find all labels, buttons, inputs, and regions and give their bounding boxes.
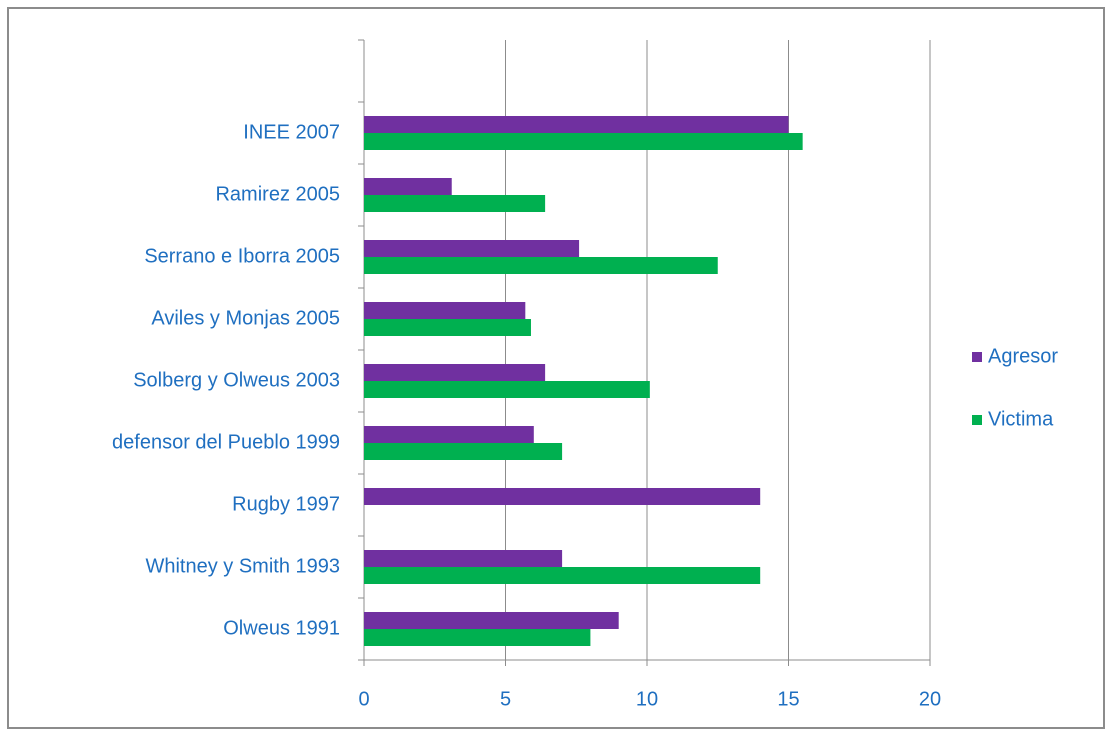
bar <box>364 612 619 629</box>
bar <box>364 629 591 646</box>
legend-swatch <box>972 352 982 362</box>
legend-label: Agresor <box>988 345 1058 367</box>
bar <box>364 319 531 336</box>
y-tick-label: Serrano e Iborra 2005 <box>144 245 340 267</box>
y-tick-label: INEE 2007 <box>243 121 340 143</box>
y-tick-label: Solberg y Olweus 2003 <box>133 369 340 391</box>
x-tick-label: 15 <box>777 688 799 710</box>
bar <box>364 550 563 567</box>
x-tick-label: 20 <box>919 688 941 710</box>
y-tick-label: Aviles y Monjas 2005 <box>151 307 340 329</box>
bar <box>364 195 546 212</box>
y-tick-label: Ramirez 2005 <box>215 183 340 205</box>
bar <box>364 257 718 274</box>
bar <box>364 381 650 398</box>
x-tick-label: 0 <box>358 688 369 710</box>
bar <box>364 240 580 257</box>
bar <box>364 488 761 505</box>
y-tick-label: Whitney y Smith 1993 <box>145 555 340 577</box>
x-tick-label: 10 <box>636 688 658 710</box>
bar <box>364 443 563 460</box>
y-tick-label: Olweus 1991 <box>223 617 340 639</box>
x-tick-label: 5 <box>500 688 511 710</box>
bar <box>364 426 534 443</box>
bar <box>364 133 803 150</box>
bar <box>364 302 526 319</box>
y-tick-label: defensor del Pueblo 1999 <box>112 431 340 453</box>
bar <box>364 567 761 584</box>
bar <box>364 364 546 381</box>
legend-swatch <box>972 415 982 425</box>
bar <box>364 178 452 195</box>
legend-label: Victima <box>988 408 1054 430</box>
bar <box>364 116 789 133</box>
y-tick-label: Rugby 1997 <box>232 493 340 515</box>
